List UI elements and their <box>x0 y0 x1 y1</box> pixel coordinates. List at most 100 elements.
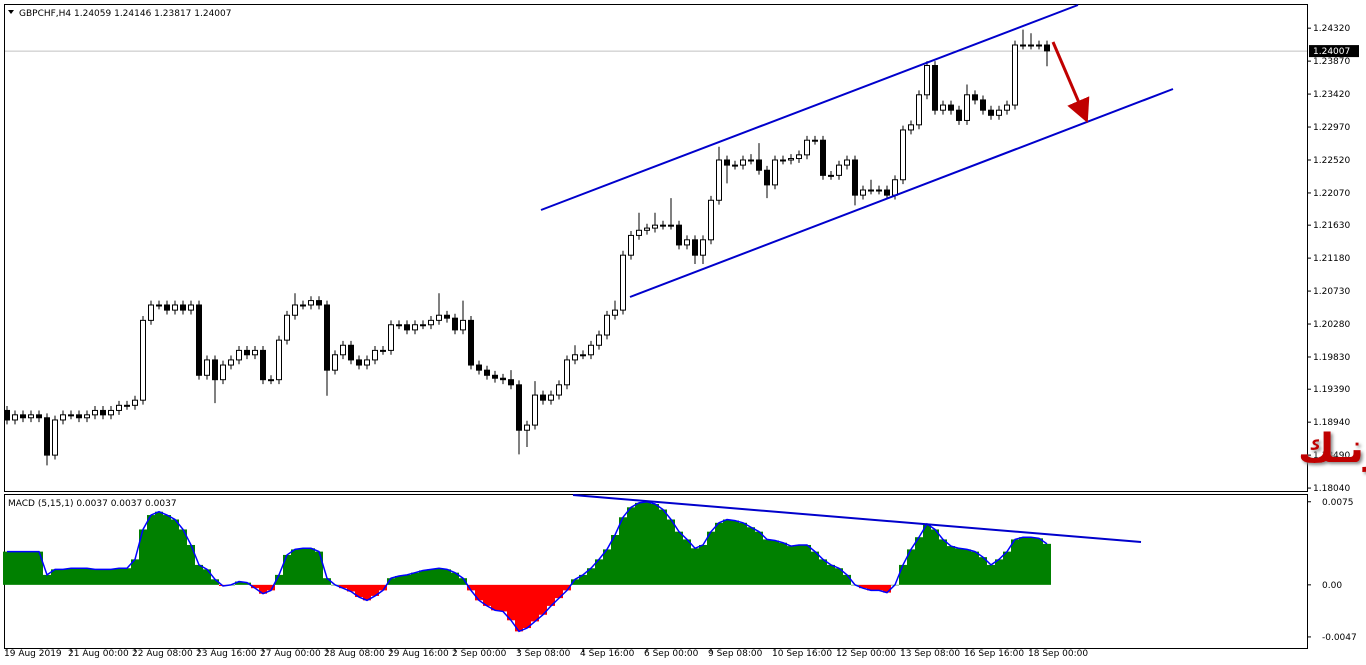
candle-body <box>84 414 90 419</box>
macd-bar <box>1027 537 1035 585</box>
candle-body <box>500 377 506 381</box>
candle-body <box>548 394 554 401</box>
x-tick-label: 10 Sep 16:00 <box>772 649 832 659</box>
candle-body <box>556 384 562 396</box>
macd-bar <box>619 517 627 585</box>
macd-bar <box>987 564 995 585</box>
candle-body <box>244 349 250 356</box>
candle-body <box>740 159 746 166</box>
y-tick-label: 1.24320 <box>1313 24 1350 34</box>
candle-body <box>996 109 1002 116</box>
candle-body <box>1020 44 1026 47</box>
candle-body <box>268 379 274 382</box>
candle-body <box>588 344 594 356</box>
y-tick-label: -0.0047 <box>1322 633 1357 643</box>
x-tick-label: 29 Aug 16:00 <box>388 649 449 659</box>
candle-body <box>444 314 450 319</box>
macd-bar <box>363 584 371 601</box>
candle-body <box>1028 44 1034 47</box>
macd-bar <box>603 549 611 585</box>
macd-bar <box>611 534 619 585</box>
candle-body <box>140 319 146 401</box>
candle-body <box>92 409 98 416</box>
macd-bar <box>11 551 19 585</box>
y-tick-label: 1.18040 <box>1313 484 1350 494</box>
macd-bar <box>443 569 451 585</box>
candle-body <box>324 304 330 371</box>
y-tick-label: 1.18940 <box>1313 418 1350 428</box>
candle-body <box>228 359 234 366</box>
candle-body <box>540 394 546 401</box>
macd-bar <box>787 546 795 585</box>
candle-body <box>1004 104 1010 111</box>
candle-body <box>700 239 706 256</box>
macd-bar <box>915 537 923 585</box>
macd-bar <box>555 584 563 599</box>
macd-bar <box>339 584 347 589</box>
candle-body <box>132 399 138 406</box>
macd-bar <box>155 511 163 585</box>
macd-bar <box>251 584 259 589</box>
macd-bar <box>659 509 667 585</box>
x-tick-label: 6 Sep 00:00 <box>644 649 699 659</box>
macd-bar <box>971 551 979 585</box>
macd-bar <box>675 531 683 585</box>
candle-body <box>220 364 226 381</box>
candle-body <box>940 104 946 111</box>
macd-bar <box>683 539 691 585</box>
macd-bar <box>411 572 419 585</box>
macd-bar <box>595 559 603 585</box>
candle-body <box>668 224 674 227</box>
candle-body <box>436 314 442 321</box>
macd-bar <box>83 568 91 585</box>
candle-body <box>732 164 738 167</box>
macd-bar <box>627 507 635 585</box>
candle-body <box>172 304 178 311</box>
macd-bar <box>779 542 787 585</box>
candle-body <box>908 124 914 131</box>
x-tick-label: 2 Sep 00:00 <box>452 649 507 659</box>
macd-bar <box>403 574 411 585</box>
candle-body <box>36 414 42 419</box>
candle-body <box>356 359 362 366</box>
candle-body <box>772 159 778 186</box>
x-tick-label: 22 Aug 08:00 <box>132 649 193 659</box>
macd-bar <box>843 574 851 585</box>
candle-body <box>276 339 282 381</box>
candle-body <box>884 189 890 196</box>
candle-body <box>388 324 394 351</box>
candle-body <box>676 224 682 246</box>
x-tick-label: 9 Sep 08:00 <box>708 649 763 659</box>
candle-body <box>516 384 522 431</box>
candle-body <box>524 424 530 431</box>
macd-bar <box>827 564 835 585</box>
macd-bar <box>355 584 363 598</box>
macd-bar <box>139 529 147 585</box>
candle-body <box>76 414 82 419</box>
candle-body <box>484 369 490 376</box>
macd-bar <box>531 584 539 622</box>
candle-body <box>892 179 898 196</box>
candle-body <box>980 99 986 111</box>
macd-bar <box>371 584 379 596</box>
macd-bar <box>955 548 963 585</box>
y-tick-label: 0.00 <box>1322 581 1342 591</box>
macd-bar <box>875 584 883 591</box>
macd-line <box>7 500 1048 633</box>
candle-body <box>116 404 122 411</box>
candle-body <box>852 159 858 196</box>
macd-bar <box>763 539 771 585</box>
candle-body <box>44 417 50 456</box>
macd-bar <box>267 584 275 591</box>
macd-layer: 0.0075 0.00 -0.0047 <box>3 498 1357 643</box>
candle-body <box>124 404 130 407</box>
macd-bar <box>43 574 51 585</box>
y-tick-label: 1.18490 <box>1313 451 1350 461</box>
candle-body <box>292 304 298 316</box>
macd-bar <box>523 584 531 629</box>
menu-triangle <box>8 10 14 14</box>
candle-body <box>236 349 242 361</box>
macd-bar <box>819 559 827 585</box>
macd-bar <box>451 572 459 585</box>
candle-body <box>1012 44 1018 106</box>
